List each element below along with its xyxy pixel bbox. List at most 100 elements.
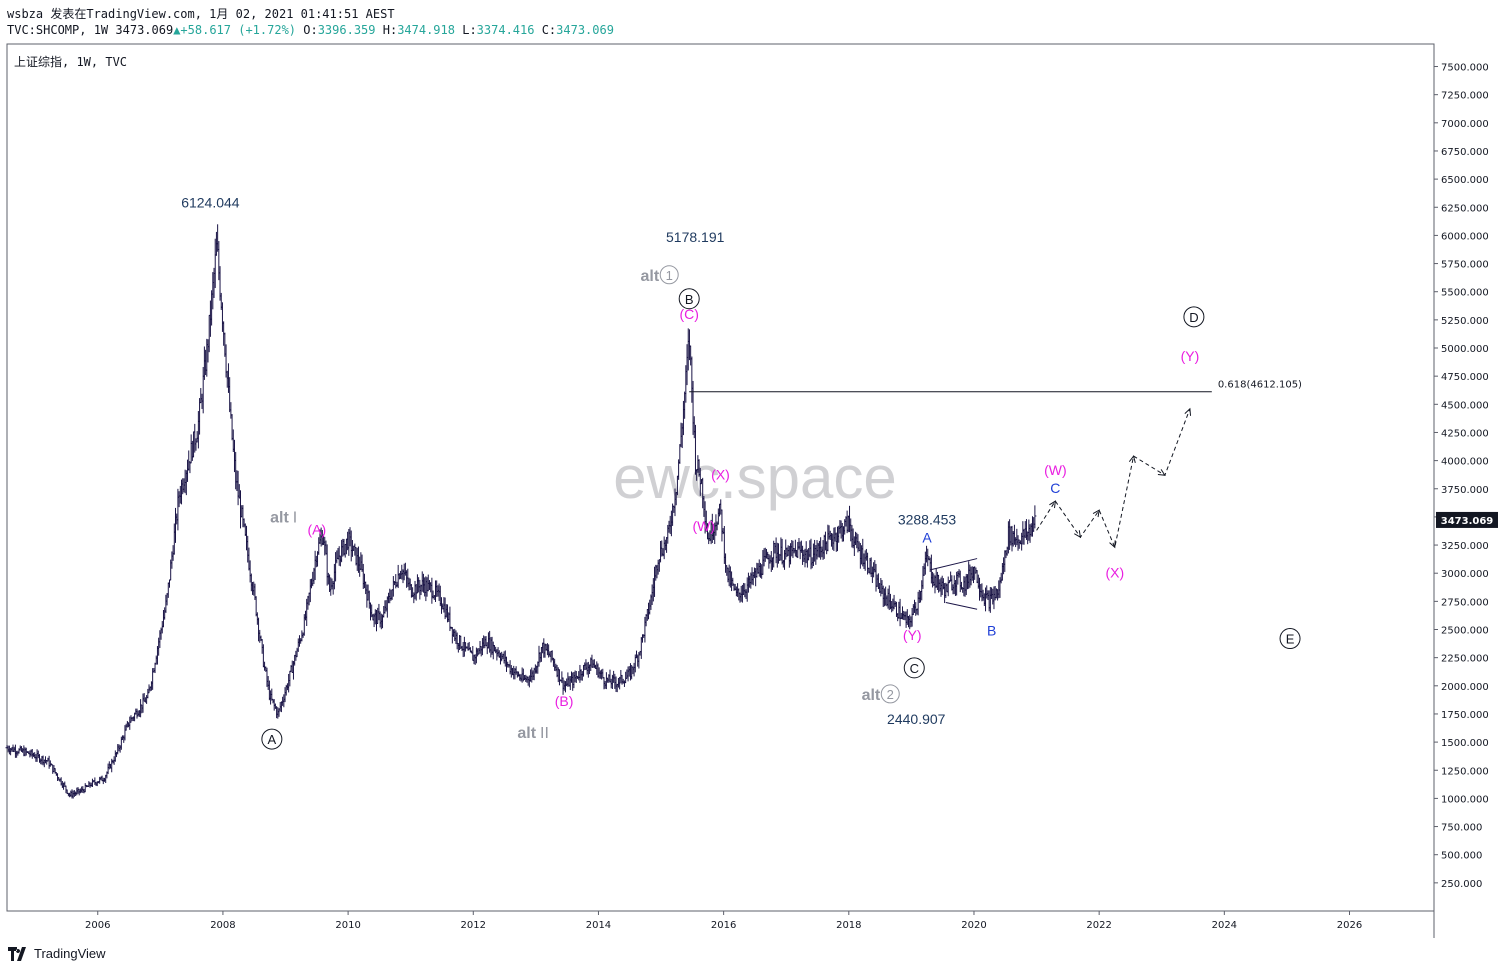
fib-level: 0.618(4612.105) xyxy=(689,380,1302,393)
wave-label: (C) xyxy=(679,306,698,322)
y-tick-label: 250.000 xyxy=(1441,879,1482,890)
wave-label: (Y) xyxy=(1181,348,1200,364)
high-value: 3474.918 xyxy=(397,23,455,37)
price-annotation: 3288.453 xyxy=(898,512,957,528)
y-tick-label: 5000.000 xyxy=(1441,344,1489,355)
projection-path xyxy=(1036,407,1192,549)
wave-label: (W) xyxy=(692,518,715,534)
projection-arrowhead xyxy=(1157,469,1166,476)
close-label: C: xyxy=(541,23,557,37)
projection-arrowhead xyxy=(1109,540,1116,549)
wave-circle xyxy=(1183,306,1205,328)
y-axis-ticks: 250.000 500.000 750.000 1000.000 1250.000 150… xyxy=(1434,63,1489,890)
wave-label: (W) xyxy=(1044,462,1067,478)
symbol-interval: TVC:SHCOMP, 1W xyxy=(7,23,109,37)
y-tick-label: 1250.000 xyxy=(1441,766,1489,777)
y-tick-label: 5750.000 xyxy=(1441,260,1489,271)
x-tick-label: 2012 xyxy=(461,920,486,931)
wave-label: (B) xyxy=(555,693,574,709)
price-annotation: 5178.191 xyxy=(666,229,725,245)
y-tick-label: 7000.000 xyxy=(1441,119,1489,130)
price-bars xyxy=(5,224,1037,799)
x-tick-label: 2008 xyxy=(210,920,235,931)
x-tick-label: 2022 xyxy=(1086,920,1111,931)
price-annotation: 2440.907 xyxy=(887,711,946,727)
alt-wave-circle xyxy=(880,684,900,704)
low-label: L: xyxy=(462,23,477,37)
wave-label-circle: B xyxy=(685,292,694,307)
x-tick-label: 2020 xyxy=(961,920,986,931)
wave-label-circle: E xyxy=(1286,632,1295,647)
wave-label: (Y) xyxy=(903,627,922,643)
wave-label: (X) xyxy=(1105,564,1124,580)
projection-arrowhead xyxy=(1092,509,1100,518)
fib-label: 0.618(4612.105) xyxy=(1218,380,1302,391)
triangle-upper-line xyxy=(930,558,978,571)
y-tick-label: 4250.000 xyxy=(1441,428,1489,439)
ohlc-legend: TVC:SHCOMP, 1W 3473.069▲+58.617 (+1.72%)… xyxy=(7,23,614,37)
chart-legend-title: 上证综指, 1W, TVC xyxy=(14,54,127,69)
projection-arrowhead xyxy=(1184,407,1192,416)
open-label: O: xyxy=(303,23,318,37)
price-annotation: 6124.044 xyxy=(181,194,240,210)
plot-frame xyxy=(6,43,1435,912)
wave-annotations: 6124.044 5178.191 3288.453 2440.907 (A) (B) (C… xyxy=(181,194,1301,750)
wave-circle xyxy=(678,288,700,310)
watermark: ewc.space xyxy=(613,444,896,511)
y-tick-label: 6250.000 xyxy=(1441,203,1489,214)
alt-wave-sub: II xyxy=(540,725,549,742)
close-value: 3473.069 xyxy=(556,23,614,37)
alt-wave-sub: 1 xyxy=(666,268,673,283)
wave-circle xyxy=(903,657,925,679)
y-tick-label: 3250.000 xyxy=(1441,541,1489,552)
wave-label: A xyxy=(922,529,932,545)
x-tick-label: 2014 xyxy=(586,920,611,931)
y-tick-label: 6500.000 xyxy=(1441,175,1489,186)
wave-label: C xyxy=(1050,480,1060,496)
wave-label-circle: C xyxy=(910,661,919,676)
y-tick-label: 1750.000 xyxy=(1441,710,1489,721)
projection-line xyxy=(1036,408,1191,549)
alt-wave-circle xyxy=(659,265,679,285)
wave-circle xyxy=(1279,628,1301,650)
y-tick-label: 2250.000 xyxy=(1441,654,1489,665)
last-price: 3473.069 xyxy=(115,23,174,37)
y-tick-label: 7500.000 xyxy=(1441,63,1489,74)
last-price-badge: 3473.069 xyxy=(1436,511,1498,528)
footer-brand: TradingView xyxy=(34,946,106,961)
y-tick-label: 7250.000 xyxy=(1441,91,1489,102)
y-tick-label: 1500.000 xyxy=(1441,738,1489,749)
y-tick-label: 750.000 xyxy=(1441,823,1482,834)
price-change: +58.617 (+1.72%) xyxy=(180,23,297,37)
wave-label: (A) xyxy=(307,522,326,538)
wave-label-circle: D xyxy=(1189,310,1198,325)
alt-wave-sub: I xyxy=(293,510,297,527)
open-value: 3396.359 xyxy=(317,23,376,37)
y-tick-label: 4500.000 xyxy=(1441,400,1489,411)
y-tick-label: 1000.000 xyxy=(1441,794,1489,805)
y-tick-label: 5250.000 xyxy=(1441,316,1489,327)
projection-arrowhead xyxy=(1074,530,1082,539)
y-tick-label: 2000.000 xyxy=(1441,682,1489,693)
y-tick-label: 6750.000 xyxy=(1441,147,1489,158)
y-tick-label: 6000.000 xyxy=(1441,231,1489,242)
publish-info: wsbza 发表在TradingView.com, 1月 02, 2021 01… xyxy=(7,7,395,21)
alt-wave-label: alt xyxy=(517,725,536,742)
footer: TradingView xyxy=(8,946,106,961)
up-arrow-icon: ▲ xyxy=(173,23,181,37)
last-price-badge-text: 3473.069 xyxy=(1441,516,1494,527)
alt-wave-label: alt xyxy=(862,687,881,704)
low-value: 3374.416 xyxy=(476,23,535,37)
alt-wave-label: alt xyxy=(641,268,660,285)
x-tick-label: 2026 xyxy=(1337,920,1362,931)
alt-wave-label: alt xyxy=(270,510,289,527)
wave-label: (X) xyxy=(711,466,730,482)
y-tick-label: 2750.000 xyxy=(1441,597,1489,608)
x-tick-label: 2024 xyxy=(1212,920,1237,931)
y-tick-label: 4000.000 xyxy=(1441,457,1489,468)
wave-label: B xyxy=(987,622,996,638)
y-tick-label: 3000.000 xyxy=(1441,569,1489,580)
y-tick-label: 500.000 xyxy=(1441,851,1482,862)
x-tick-label: 2018 xyxy=(836,920,861,931)
